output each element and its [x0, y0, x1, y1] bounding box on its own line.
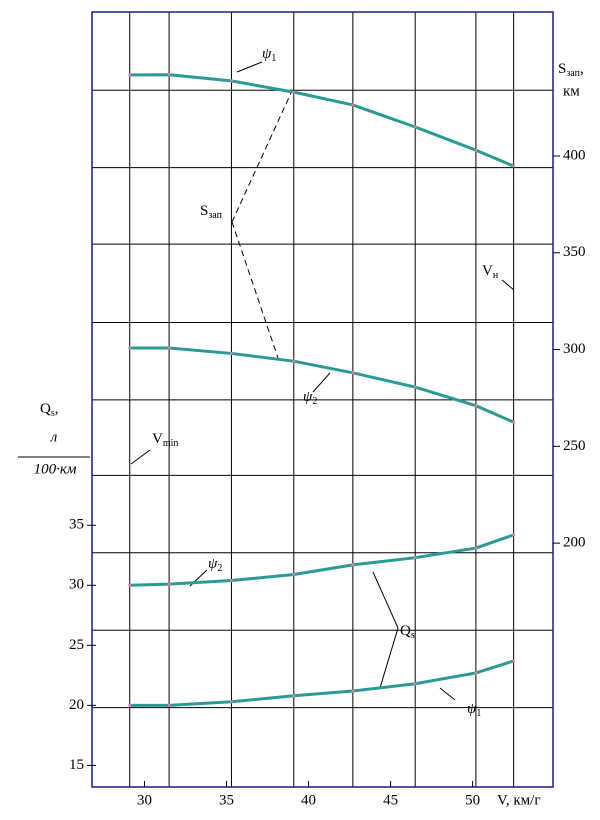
- annotation-sub: 2: [312, 396, 317, 407]
- annotation: ψ1: [262, 46, 276, 64]
- vertex: [512, 420, 516, 424]
- vertex: [167, 73, 171, 77]
- leader: [130, 449, 151, 465]
- y-tick-label: 15: [69, 757, 84, 773]
- x-tick-label: 35: [219, 792, 234, 808]
- vertex: [413, 682, 417, 686]
- y2-axis-label-sub: зап: [566, 68, 580, 79]
- annotation: ψ2: [208, 556, 222, 574]
- vertex: [128, 73, 132, 77]
- vertex: [413, 385, 417, 389]
- vertex: [512, 533, 516, 537]
- leaders: [18, 61, 515, 701]
- plot-frame: [91, 11, 554, 788]
- vertex: [351, 563, 355, 567]
- annotation-main: V: [152, 431, 163, 447]
- y2-tick-label: 400: [563, 147, 586, 163]
- vertex: [351, 371, 355, 375]
- curve: [129, 73, 515, 168]
- y2-tick-label: 250: [563, 438, 586, 454]
- y2-tick-label: 200: [563, 535, 586, 551]
- x-axis-label: V, км/г: [497, 792, 541, 808]
- annotation-sub: 2: [217, 563, 222, 574]
- vertex: [512, 164, 516, 168]
- y-axis-label: Qs,: [40, 401, 59, 419]
- annotation-sub: зап: [208, 210, 222, 221]
- vertex: [292, 90, 296, 94]
- x-tick-label: 45: [383, 792, 398, 808]
- annotation-sub: 1: [476, 708, 481, 719]
- vertex: [229, 351, 233, 355]
- annotation: ψ1: [467, 701, 481, 719]
- vertex: [413, 125, 417, 129]
- vertex: [351, 103, 355, 107]
- y-tick-label: 35: [69, 517, 84, 533]
- y-axis-label-sub: s: [51, 408, 55, 419]
- y-tick-label: 20: [69, 697, 84, 713]
- vertex: [229, 700, 233, 704]
- y2-axis-label-tail: ,: [580, 61, 584, 77]
- y-tick-label: 25: [69, 637, 84, 653]
- annotation: ψ2: [303, 389, 317, 407]
- vertex: [229, 578, 233, 582]
- x-tick-label: 40: [301, 792, 316, 808]
- y-axis-unit: л: [50, 429, 58, 445]
- annotation: Qs: [400, 623, 415, 641]
- x-tick-label: 50: [465, 792, 480, 808]
- annotation-main: ψ: [208, 556, 218, 572]
- curve: [129, 533, 515, 587]
- annotation-sub: н: [493, 270, 499, 281]
- annotation-main: V: [482, 263, 493, 279]
- annotation-sub: 1: [271, 53, 276, 64]
- curve: [129, 659, 515, 707]
- leader: [501, 279, 515, 291]
- vertex: [167, 582, 171, 586]
- y-axis-label-main: Q: [40, 401, 51, 417]
- x-tick-label: 30: [137, 792, 152, 808]
- vertex: [413, 556, 417, 560]
- vertex: [351, 689, 355, 693]
- vertex: [229, 79, 233, 83]
- y2-axis-label: Sзап,: [558, 61, 584, 79]
- annotation: Vmin: [152, 431, 178, 449]
- vertex: [128, 583, 132, 587]
- y-tick-label: 30: [69, 577, 84, 593]
- y2-axis-unit: км: [563, 83, 580, 99]
- vertex: [292, 694, 296, 698]
- vertex: [167, 703, 171, 707]
- vertex: [292, 572, 296, 576]
- leader: [231, 92, 292, 359]
- vertex: [128, 703, 132, 707]
- vertex: [167, 346, 171, 350]
- leader: [189, 61, 456, 701]
- annotation: Sзап: [200, 203, 223, 221]
- annotation-main: Q: [400, 623, 411, 639]
- vertex: [292, 359, 296, 363]
- y2-axis-label-main: S: [558, 61, 566, 77]
- annotation: Vн: [482, 263, 499, 281]
- annotation-main: ψ: [262, 46, 272, 62]
- y2-tick-label: 300: [563, 341, 586, 357]
- leader: [372, 571, 399, 689]
- vertex: [512, 659, 516, 663]
- vertex: [128, 346, 132, 350]
- curve: [129, 346, 515, 424]
- annotation-main: S: [200, 203, 208, 219]
- vertex: [474, 546, 478, 550]
- vertex: [474, 404, 478, 408]
- y-axis-label-tail: ,: [55, 401, 59, 417]
- vertex: [474, 671, 478, 675]
- vertex: [474, 148, 478, 152]
- annotation-sub: min: [163, 438, 179, 449]
- annotation-main: ψ: [467, 701, 477, 717]
- annotation-sub: s: [411, 630, 415, 641]
- y-axis-unit: 100·км: [34, 461, 77, 477]
- annotation-main: ψ: [303, 389, 313, 405]
- y2-tick-label: 350: [563, 244, 586, 260]
